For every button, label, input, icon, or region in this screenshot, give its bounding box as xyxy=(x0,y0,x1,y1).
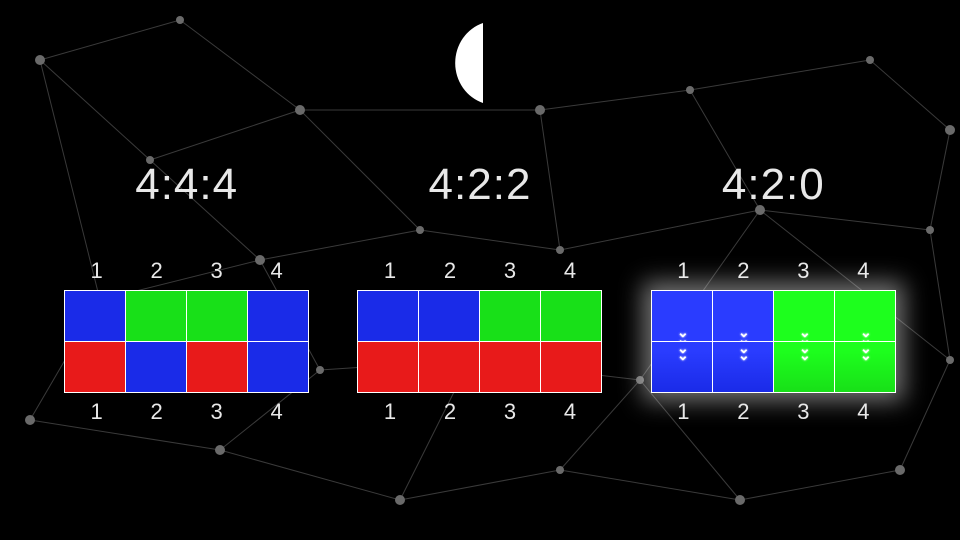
panel-title: 4:2:2 xyxy=(429,160,532,210)
panel-title: 4:2:0 xyxy=(722,160,825,210)
chevron-down-icon: ⌄⌄ xyxy=(738,345,748,359)
chevron-down-icon: ⌄⌄ xyxy=(677,329,687,343)
sample-grid xyxy=(357,290,602,393)
sample-cell xyxy=(65,342,125,392)
panel-title: 4:4:4 xyxy=(135,160,238,210)
col-label: 3 xyxy=(187,258,247,284)
col-label: 2 xyxy=(713,258,773,284)
col-label: 1 xyxy=(67,258,127,284)
col-label: 4 xyxy=(247,399,307,425)
sample-cell: ⌄⌄ xyxy=(652,291,712,341)
chevron-down-icon: ⌄⌄ xyxy=(860,345,870,359)
sample-cell xyxy=(126,291,186,341)
sample-cell xyxy=(187,342,247,392)
sample-cell xyxy=(248,342,308,392)
panel-420: 4:2:01234⌄⌄⌄⌄⌄⌄⌄⌄⌄⌄⌄⌄⌄⌄⌄⌄1234 xyxy=(651,160,896,425)
half-moon-logo xyxy=(445,18,515,113)
col-label: 3 xyxy=(773,399,833,425)
bottom-labels: 1234 xyxy=(653,399,893,425)
col-label: 4 xyxy=(833,399,893,425)
sample-cell: ⌄⌄ xyxy=(774,342,834,392)
panel-444: 4:4:412341234 xyxy=(64,160,309,425)
col-label: 1 xyxy=(360,399,420,425)
top-labels: 1234 xyxy=(360,258,600,284)
sample-cell: ⌄⌄ xyxy=(774,291,834,341)
sample-cell: ⌄⌄ xyxy=(713,342,773,392)
col-label: 4 xyxy=(247,258,307,284)
panels-container: 4:4:4123412344:2:2123412344:2:01234⌄⌄⌄⌄⌄… xyxy=(0,160,960,425)
sample-cell: ⌄⌄ xyxy=(652,342,712,392)
bottom-labels: 1234 xyxy=(360,399,600,425)
col-label: 1 xyxy=(67,399,127,425)
col-label: 2 xyxy=(420,258,480,284)
chevron-down-icon: ⌄⌄ xyxy=(799,345,809,359)
sample-cell xyxy=(126,342,186,392)
chevron-down-icon: ⌄⌄ xyxy=(799,329,809,343)
top-labels: 1234 xyxy=(67,258,307,284)
sample-cell xyxy=(419,342,479,392)
col-label: 1 xyxy=(653,399,713,425)
col-label: 2 xyxy=(127,399,187,425)
chevron-down-icon: ⌄⌄ xyxy=(677,345,687,359)
col-label: 2 xyxy=(420,399,480,425)
sample-cell xyxy=(541,342,601,392)
col-label: 1 xyxy=(360,258,420,284)
col-label: 2 xyxy=(713,399,773,425)
col-label: 3 xyxy=(187,399,247,425)
sample-cell: ⌄⌄ xyxy=(835,342,895,392)
sample-cell xyxy=(248,291,308,341)
sample-cell xyxy=(358,342,418,392)
col-label: 4 xyxy=(833,258,893,284)
col-label: 4 xyxy=(540,258,600,284)
sample-cell xyxy=(65,291,125,341)
bottom-labels: 1234 xyxy=(67,399,307,425)
panel-422: 4:2:212341234 xyxy=(357,160,602,425)
col-label: 3 xyxy=(480,258,540,284)
col-label: 3 xyxy=(480,399,540,425)
chevron-down-icon: ⌄⌄ xyxy=(860,329,870,343)
sample-cell xyxy=(480,342,540,392)
sample-cell xyxy=(480,291,540,341)
col-label: 3 xyxy=(773,258,833,284)
top-labels: 1234 xyxy=(653,258,893,284)
sample-grid: ⌄⌄ ⌄⌄ ⌄⌄ ⌄⌄ ⌄⌄ ⌄⌄ ⌄⌄ ⌄⌄ xyxy=(651,290,896,393)
sample-cell: ⌄⌄ xyxy=(713,291,773,341)
col-label: 4 xyxy=(540,399,600,425)
col-label: 1 xyxy=(653,258,713,284)
sample-grid xyxy=(64,290,309,393)
sample-cell xyxy=(187,291,247,341)
chevron-down-icon: ⌄⌄ xyxy=(738,329,748,343)
sample-cell xyxy=(541,291,601,341)
sample-cell: ⌄⌄ xyxy=(835,291,895,341)
col-label: 2 xyxy=(127,258,187,284)
sample-cell xyxy=(358,291,418,341)
sample-cell xyxy=(419,291,479,341)
